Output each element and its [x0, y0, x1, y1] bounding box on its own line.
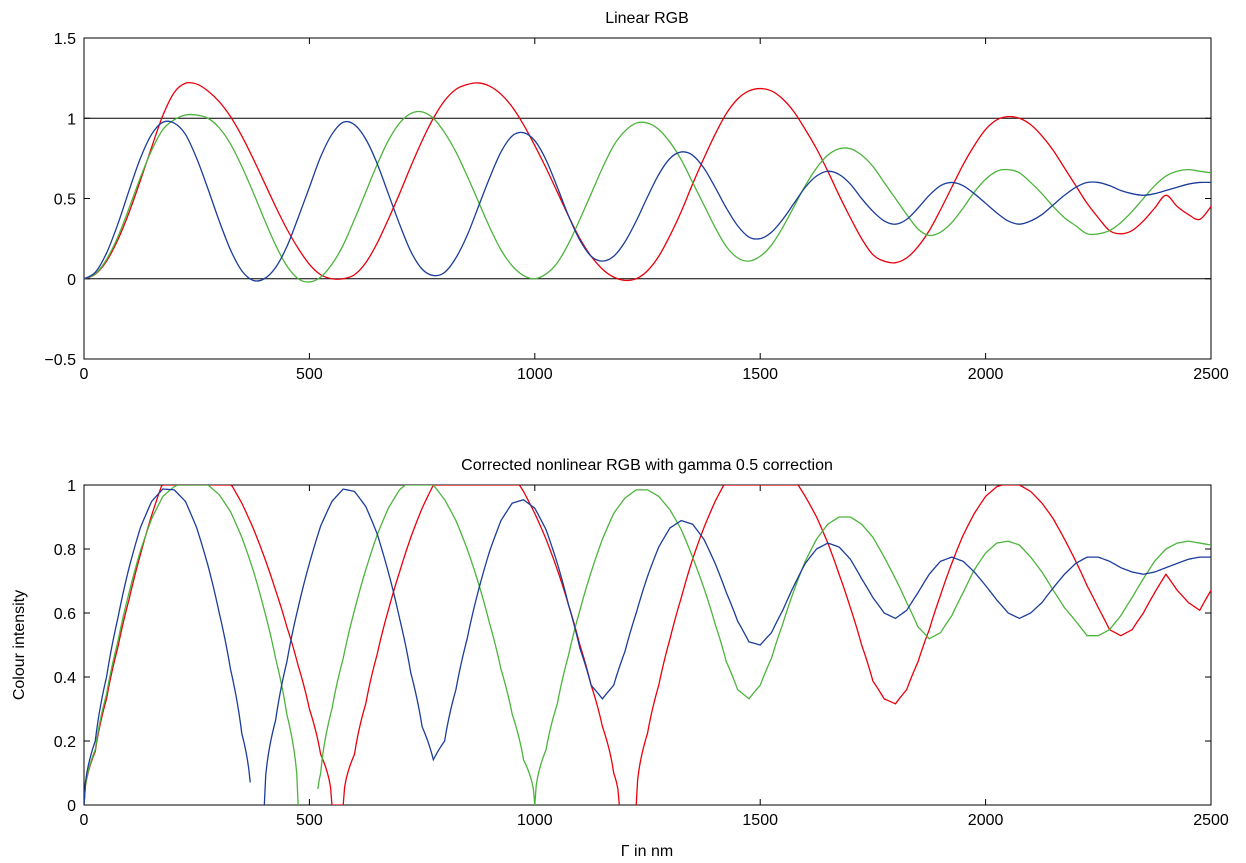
bottom-chart-title: Corrected nonlinear RGB with gamma 0.5 c… [461, 457, 833, 474]
y-tick-label: 0.8 [54, 542, 76, 559]
x-tick-label: 2000 [968, 366, 1004, 383]
y-tick-label: 0 [67, 272, 76, 289]
linear-series-line [84, 121, 1211, 281]
x-tick-label: 2500 [1193, 812, 1229, 829]
x-tick-label: 1000 [517, 366, 553, 383]
x-tick-label: 1500 [742, 366, 778, 383]
x-tick-label: 500 [296, 366, 323, 383]
y-tick-label: 0.4 [54, 670, 76, 687]
y-tick-label: 1 [67, 111, 76, 128]
linear-series-line [84, 83, 1211, 281]
corrected-series-line [84, 485, 298, 805]
x-tick-label: 0 [80, 812, 89, 829]
bottom-plot-area: 0 500 1000 1500 2000 2500 0 0.2 0.4 0.6 0.8 1 [54, 478, 1229, 829]
linear-rgb-panel: Linear RGB 0 500 1000 1500 2000 2500−0.500.51… [44, 10, 1228, 383]
plot-frame [84, 38, 1211, 359]
y-tick-label: 1 [67, 478, 76, 495]
plot-frame [84, 485, 1211, 805]
y-tick-label: 0.2 [54, 734, 76, 751]
nonlinear-rgb-panel: Corrected nonlinear RGB with gamma 0.5 c… [11, 457, 1229, 860]
top-plot-area: 0 500 1000 1500 2000 2500−0.500.511.5 [44, 31, 1228, 383]
corrected-series-line [318, 485, 1211, 805]
y-tick-label: −0.5 [44, 352, 76, 369]
y-tick-label: 0.6 [54, 606, 76, 623]
y-tick-label: 0 [67, 798, 76, 815]
top-chart-title: Linear RGB [605, 10, 689, 27]
x-tick-label: 2500 [1193, 366, 1229, 383]
x-tick-label: 2000 [968, 812, 1004, 829]
y-tick-label: 1.5 [54, 31, 76, 48]
y-tick-label: 0.5 [54, 192, 76, 209]
x-tick-label: 500 [296, 812, 323, 829]
corrected-series-line [264, 489, 1211, 805]
corrected-series-line [84, 485, 619, 805]
x-tick-label: 1000 [517, 812, 553, 829]
x-axis-label: Γ in nm [621, 843, 673, 860]
x-tick-label: 1500 [742, 812, 778, 829]
y-axis-label: Colour intensity [11, 590, 28, 700]
corrected-series-line [636, 485, 1211, 805]
corrected-series-line [84, 489, 250, 805]
x-tick-label: 0 [80, 366, 89, 383]
